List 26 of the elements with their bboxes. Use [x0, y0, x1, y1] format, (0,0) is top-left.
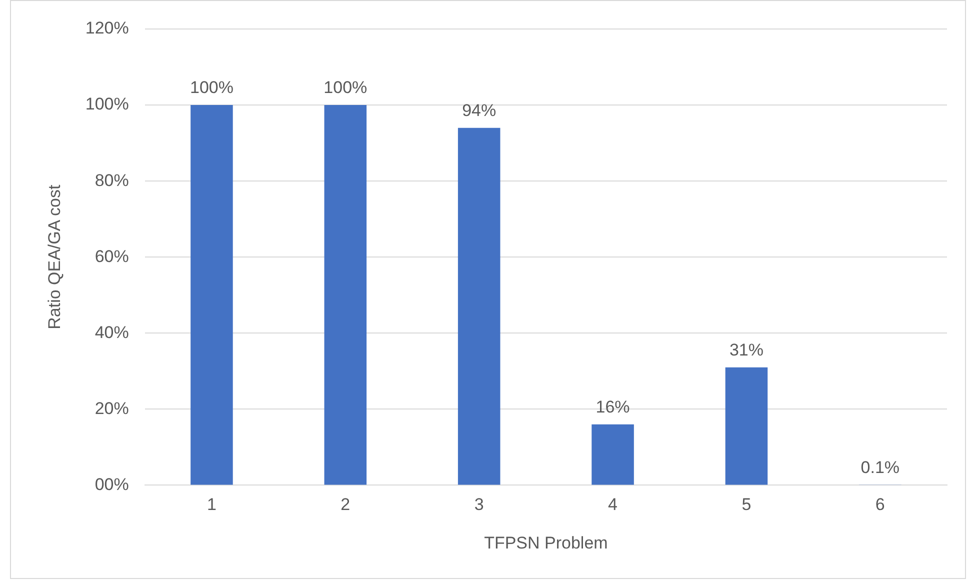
bar: [725, 367, 768, 485]
y-tick-label: 80%: [94, 170, 129, 190]
y-tick-label: 20%: [94, 398, 129, 418]
x-tick-label: 1: [206, 495, 216, 514]
bar: [458, 128, 500, 485]
x-axis-title: TFPSN Problem: [484, 533, 608, 552]
x-tick-label: 5: [742, 495, 752, 514]
bar: [592, 424, 634, 485]
y-tick-label: 100%: [85, 94, 129, 114]
x-tick-label: 4: [608, 495, 618, 514]
y-tick-label: 00%: [94, 474, 129, 494]
x-tick-label: 3: [474, 495, 484, 514]
data-label: 100%: [324, 78, 368, 98]
y-tick-label: 120%: [85, 18, 129, 38]
y-axis-title: Ratio QEA/GA cost: [44, 184, 64, 330]
bar: [324, 105, 367, 485]
data-label: 16%: [596, 398, 630, 417]
data-label: 100%: [190, 78, 234, 98]
data-label: 94%: [462, 101, 496, 120]
data-label: 31%: [729, 340, 764, 360]
y-tick-label: 40%: [94, 322, 129, 342]
bar: [190, 105, 233, 485]
data-label: 0.1%: [860, 458, 900, 478]
x-tick-label: 2: [340, 495, 350, 514]
x-tick-label: 6: [875, 495, 885, 514]
y-tick-label: 60%: [94, 246, 129, 266]
